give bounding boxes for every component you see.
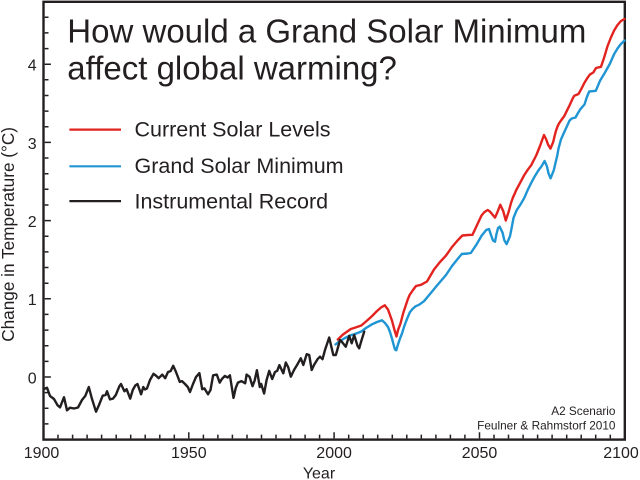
svg-text:3: 3	[28, 136, 37, 153]
svg-text:2000: 2000	[316, 445, 352, 462]
svg-text:1950: 1950	[171, 445, 207, 462]
svg-text:Feulner & Rahmstorf 2010: Feulner & Rahmstorf 2010	[477, 418, 616, 432]
svg-text:2050: 2050	[462, 445, 498, 462]
svg-text:2100: 2100	[603, 445, 639, 462]
svg-text:Instrumental Record: Instrumental Record	[135, 189, 329, 213]
svg-text:0: 0	[28, 370, 37, 387]
svg-text:How would a Grand Solar Minimu: How would a Grand Solar Minimum	[67, 13, 586, 50]
svg-text:Change in Temperature (°C): Change in Temperature (°C)	[0, 127, 18, 342]
svg-text:4: 4	[28, 58, 37, 75]
svg-text:1: 1	[28, 292, 37, 309]
svg-text:1900: 1900	[24, 445, 60, 462]
svg-text:2: 2	[28, 214, 37, 231]
svg-text:A2 Scenario: A2 Scenario	[551, 404, 616, 418]
svg-text:Current Solar Levels: Current Solar Levels	[135, 117, 331, 141]
svg-text:Year: Year	[303, 465, 336, 480]
svg-text:affect global warming?: affect global warming?	[67, 50, 397, 87]
svg-text:Grand Solar Minimum: Grand Solar Minimum	[135, 154, 344, 178]
